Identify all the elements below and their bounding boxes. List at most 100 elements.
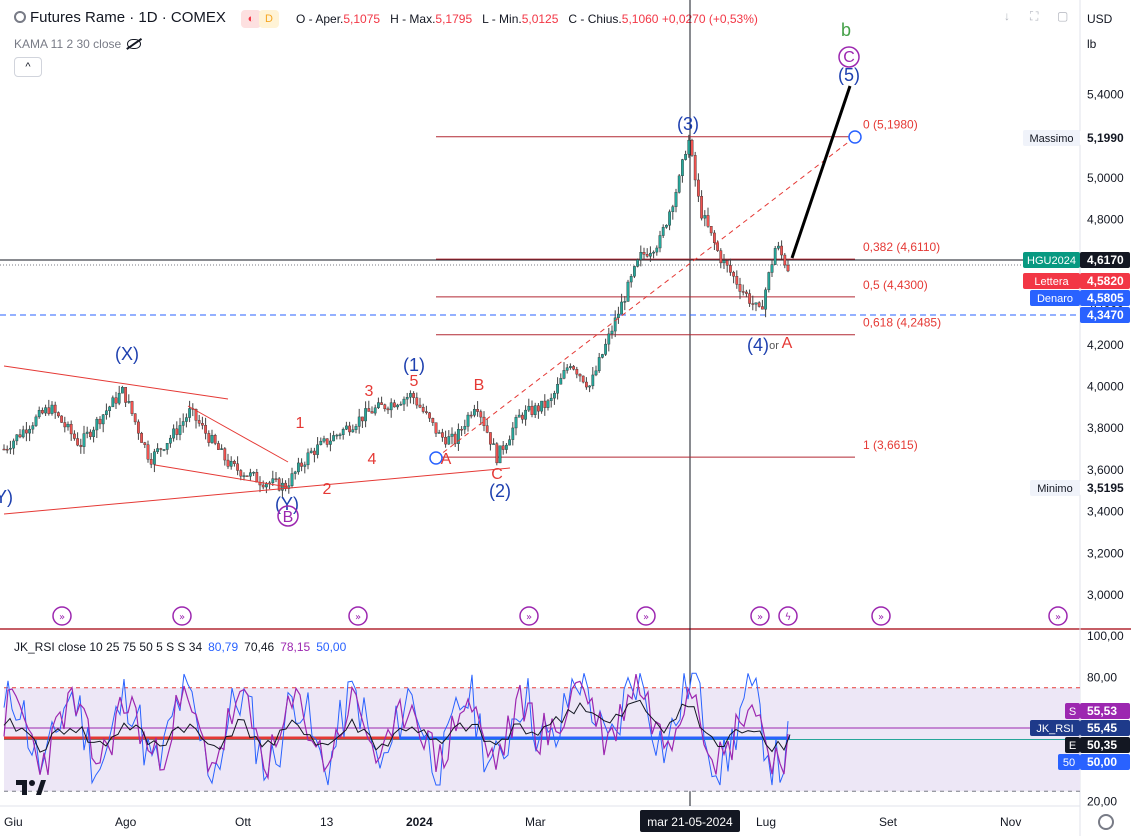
candle-body bbox=[236, 463, 239, 471]
candle-body bbox=[322, 438, 326, 442]
price-tick-label: 3,4000 bbox=[1087, 505, 1124, 519]
settings-gear-icon[interactable] bbox=[1098, 814, 1114, 830]
wave-label: (4) bbox=[747, 335, 769, 355]
fullscreen-icon[interactable]: ⛶ bbox=[1030, 9, 1039, 23]
candle-body bbox=[380, 402, 383, 405]
price-tag-text: Lettera bbox=[1034, 276, 1069, 288]
candle-body bbox=[457, 429, 460, 444]
candle-body bbox=[47, 407, 51, 414]
candle-body bbox=[255, 472, 259, 483]
candle-body bbox=[348, 425, 351, 433]
event-marker-icon bbox=[1048, 606, 1068, 626]
candle-body bbox=[338, 434, 342, 436]
candle-body bbox=[210, 434, 214, 443]
dividend-marker-icon bbox=[778, 606, 798, 626]
candle-body bbox=[79, 444, 83, 447]
candle-body bbox=[501, 445, 505, 450]
candle-body bbox=[168, 437, 172, 444]
candle-body bbox=[316, 444, 319, 455]
candle-body bbox=[117, 392, 121, 404]
price-tag-text: Denaro bbox=[1037, 293, 1073, 305]
candle-body bbox=[213, 434, 217, 444]
maximize-icon[interactable]: ▢ bbox=[1057, 9, 1069, 23]
price-value-box bbox=[1080, 252, 1130, 268]
candle-body bbox=[239, 470, 243, 477]
candle-body bbox=[569, 366, 572, 368]
candle-body bbox=[85, 431, 89, 434]
candle-body bbox=[345, 425, 348, 430]
candle-body bbox=[21, 429, 25, 438]
candle-body bbox=[31, 425, 35, 430]
candle-body bbox=[517, 414, 521, 418]
triangle-upper-line bbox=[3, 365, 229, 400]
candle-body bbox=[521, 414, 524, 420]
candle-body bbox=[57, 412, 60, 417]
candle-body bbox=[700, 196, 704, 219]
symbol-title[interactable]: Futures Rame · 1D · COMEX bbox=[14, 9, 226, 26]
delayed-badge[interactable]: D bbox=[259, 10, 279, 28]
market-status-badge[interactable]: ◐ bbox=[241, 10, 261, 28]
candle-body bbox=[197, 420, 201, 424]
price-tag-box bbox=[1030, 480, 1080, 496]
candle-body bbox=[709, 226, 713, 234]
time-tick-label: Lug bbox=[756, 815, 776, 829]
unit-select[interactable]: lb bbox=[1087, 37, 1097, 51]
candle-body bbox=[274, 478, 278, 480]
candle-body bbox=[617, 313, 620, 319]
candle-body bbox=[556, 384, 560, 394]
candle-body bbox=[610, 330, 614, 335]
candle-body bbox=[53, 404, 57, 413]
candle-body bbox=[204, 424, 207, 434]
candle-body bbox=[684, 154, 688, 160]
candle-body bbox=[690, 139, 694, 156]
currency-select[interactable]: USD bbox=[1087, 12, 1113, 26]
time-tick-label: 2024 bbox=[406, 815, 433, 829]
event-marker-icon bbox=[172, 606, 192, 626]
price-tag-box bbox=[1023, 252, 1080, 268]
candle-body bbox=[313, 450, 316, 455]
candle-body bbox=[335, 434, 339, 437]
price-tag-text: HGU2024 bbox=[1027, 255, 1076, 267]
time-tick-label: Nov bbox=[1000, 815, 1021, 829]
candle-body bbox=[88, 431, 92, 437]
candle-body bbox=[69, 423, 73, 435]
candle-body bbox=[677, 175, 681, 193]
candle-body bbox=[527, 405, 531, 411]
price-tick-label: 4,0000 bbox=[1087, 380, 1124, 394]
candle-body bbox=[761, 306, 764, 310]
candle-body bbox=[572, 366, 576, 370]
event-marker-glyph: » bbox=[757, 612, 763, 623]
price-tick-label: 3,8000 bbox=[1087, 421, 1124, 435]
candle-body bbox=[114, 397, 118, 404]
indicator-legend[interactable]: KAMA 11 2 30 close bbox=[14, 37, 142, 51]
candle-body bbox=[245, 475, 249, 477]
hide-eye-icon[interactable] bbox=[127, 39, 142, 49]
candle-body bbox=[770, 264, 774, 273]
candle-body bbox=[553, 393, 556, 399]
candle-body bbox=[732, 272, 736, 277]
candle-body bbox=[367, 408, 371, 412]
candle-body bbox=[777, 245, 780, 249]
candle-body bbox=[601, 354, 604, 358]
candle-body bbox=[402, 398, 406, 405]
candle-body bbox=[188, 408, 191, 418]
candle-body bbox=[559, 378, 563, 385]
collapse-legend-button[interactable]: ^ bbox=[14, 57, 42, 77]
candle-body bbox=[425, 411, 428, 413]
price-tick-label: 5,4000 bbox=[1087, 88, 1124, 102]
candle-body bbox=[184, 417, 188, 422]
candle-body bbox=[473, 409, 476, 416]
price-tick-label: 3,0000 bbox=[1087, 588, 1124, 602]
candle-body bbox=[716, 242, 720, 251]
download-icon[interactable]: ↓ bbox=[1004, 9, 1010, 23]
candle-body bbox=[98, 418, 102, 425]
candle-body bbox=[565, 367, 569, 371]
candle-body bbox=[361, 416, 364, 422]
candle-body bbox=[303, 464, 307, 467]
candle-body bbox=[383, 404, 387, 410]
wave-label: (2) bbox=[489, 481, 511, 501]
candle-body bbox=[613, 317, 617, 332]
candle-body bbox=[661, 227, 665, 236]
rsi-legend[interactable]: JK_RSI close 10 25 75 50 5 S S 34 80,79 70… bbox=[14, 640, 347, 654]
